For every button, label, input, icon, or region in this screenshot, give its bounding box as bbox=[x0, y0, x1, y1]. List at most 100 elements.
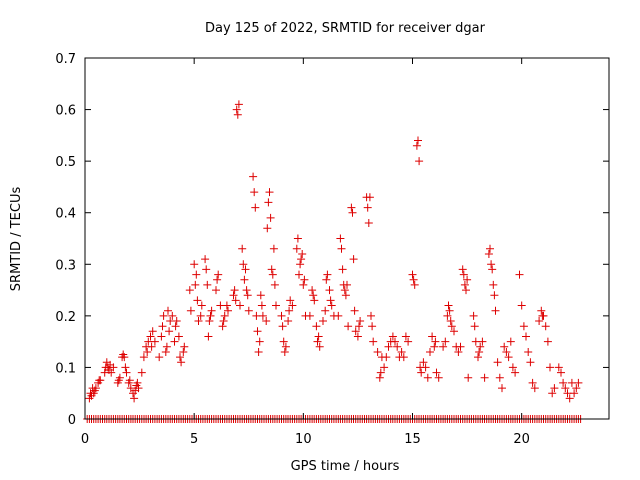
data-point bbox=[460, 280, 469, 289]
data-point bbox=[296, 260, 305, 269]
data-point bbox=[172, 317, 181, 325]
data-point bbox=[399, 353, 408, 362]
data-point bbox=[239, 260, 248, 269]
data-point bbox=[253, 327, 262, 336]
data-point bbox=[349, 255, 358, 264]
data-point bbox=[487, 260, 496, 269]
data-point bbox=[194, 317, 203, 325]
data-point bbox=[143, 348, 152, 356]
data-point bbox=[336, 234, 345, 243]
data-point bbox=[171, 322, 180, 331]
data-point bbox=[299, 280, 308, 289]
data-point bbox=[256, 291, 265, 300]
data-point bbox=[388, 332, 397, 341]
data-point bbox=[265, 188, 274, 197]
data-point bbox=[380, 363, 389, 372]
data-point bbox=[240, 275, 249, 284]
data-point bbox=[277, 311, 286, 320]
data-point bbox=[488, 265, 497, 274]
x-tick-label: 5 bbox=[190, 432, 198, 447]
data-point bbox=[288, 301, 297, 310]
data-point bbox=[203, 280, 212, 289]
data-point bbox=[193, 296, 202, 305]
data-point bbox=[139, 353, 148, 362]
data-point bbox=[236, 301, 244, 310]
data-point bbox=[557, 368, 565, 377]
data-point bbox=[284, 317, 293, 325]
data-point bbox=[263, 224, 272, 233]
data-point bbox=[463, 275, 472, 284]
data-point bbox=[243, 291, 252, 300]
data-point bbox=[519, 322, 528, 331]
data-point bbox=[281, 342, 290, 351]
data-point bbox=[404, 337, 413, 346]
data-point bbox=[258, 311, 267, 320]
data-point bbox=[417, 368, 426, 377]
data-point bbox=[121, 363, 130, 372]
data-point bbox=[365, 193, 374, 202]
data-point bbox=[249, 172, 258, 181]
data-point bbox=[272, 301, 280, 310]
data-point bbox=[524, 348, 533, 356]
data-point bbox=[565, 394, 574, 403]
data-point bbox=[351, 327, 360, 336]
data-point bbox=[234, 100, 243, 109]
data-point bbox=[312, 322, 321, 331]
data-point bbox=[554, 363, 563, 372]
data-point bbox=[192, 270, 201, 279]
data-point bbox=[434, 373, 443, 382]
data-point bbox=[384, 342, 393, 351]
data-point bbox=[164, 306, 172, 315]
data-point bbox=[155, 353, 164, 362]
data-point bbox=[147, 342, 156, 351]
data-point bbox=[441, 337, 450, 346]
data-point bbox=[244, 306, 253, 315]
y-tick-label: 0.7 bbox=[55, 52, 76, 67]
y-tick-label: 0.1 bbox=[55, 361, 76, 376]
data-point bbox=[293, 234, 302, 243]
data-point bbox=[170, 337, 179, 346]
data-point bbox=[190, 260, 199, 269]
data-point bbox=[426, 348, 434, 356]
y-tick-label: 0.2 bbox=[55, 310, 76, 325]
data-point bbox=[432, 368, 441, 377]
data-point bbox=[546, 363, 554, 372]
data-point bbox=[232, 105, 241, 114]
data-point bbox=[459, 270, 468, 279]
data-point bbox=[450, 327, 458, 336]
data-point bbox=[157, 332, 166, 341]
data-point bbox=[120, 353, 129, 362]
data-point bbox=[212, 286, 220, 295]
data-point bbox=[179, 348, 188, 356]
data-point bbox=[526, 358, 535, 367]
data-point bbox=[517, 301, 526, 310]
data-point bbox=[550, 384, 559, 393]
data-point bbox=[343, 280, 351, 289]
data-point bbox=[541, 322, 550, 331]
data-point bbox=[369, 337, 378, 346]
data-point bbox=[439, 342, 448, 351]
data-point bbox=[251, 203, 260, 212]
data-point bbox=[313, 337, 322, 346]
data-point bbox=[257, 301, 266, 310]
data-point bbox=[506, 337, 515, 346]
data-point bbox=[109, 363, 118, 372]
data-point bbox=[205, 317, 214, 325]
x-tick-label: 10 bbox=[295, 432, 312, 447]
x-axis-label: GPS time / hours bbox=[291, 459, 400, 474]
data-point bbox=[415, 157, 424, 166]
data-point bbox=[150, 337, 159, 346]
data-point bbox=[444, 301, 453, 310]
data-point bbox=[137, 368, 146, 377]
data-point bbox=[341, 291, 350, 300]
data-point bbox=[134, 384, 143, 393]
data-point bbox=[348, 208, 357, 217]
data-point bbox=[337, 244, 346, 253]
data-point bbox=[539, 311, 548, 320]
data-point bbox=[574, 378, 583, 387]
data-point bbox=[126, 384, 135, 393]
data-point bbox=[213, 275, 222, 284]
data-point bbox=[321, 306, 330, 315]
y-tick-label: 0.5 bbox=[55, 155, 76, 170]
